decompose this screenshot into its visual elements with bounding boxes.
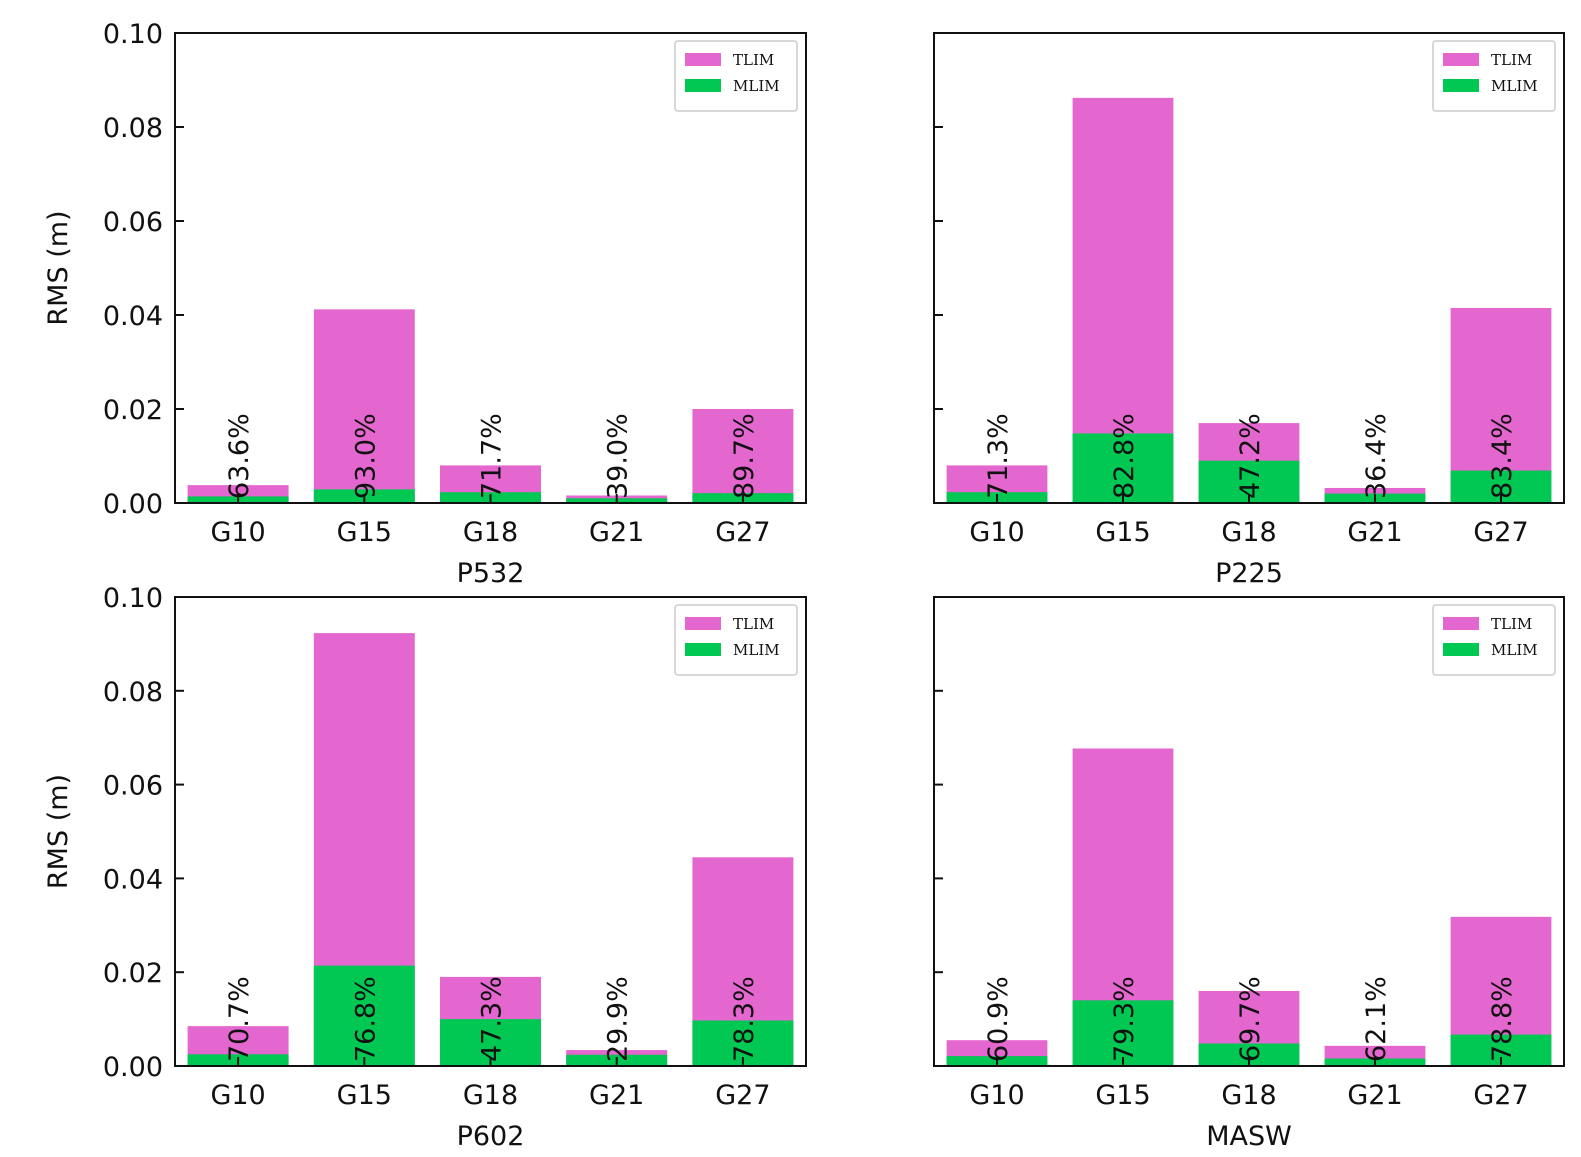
legend-swatch-mlim: [1443, 79, 1479, 92]
y-tick-label: 0.06: [103, 207, 163, 238]
legend-swatch-mlim: [685, 79, 721, 92]
x-tick-label-g27: G27: [1473, 517, 1528, 548]
y-tick-label: 0.04: [103, 864, 163, 895]
legend: TLIM MLIM: [1432, 40, 1556, 112]
legend-swatch-mlim: [1443, 643, 1479, 656]
y-tick-label: 0.10: [103, 19, 163, 50]
x-tick-label-g15: G15: [337, 1080, 392, 1111]
x-tick-label-g21: G21: [1347, 1080, 1402, 1111]
x-tick-label-g15: G15: [337, 517, 392, 548]
x-axis-title: MASW: [1206, 1121, 1292, 1152]
x-tick-label-g27: G27: [1473, 1080, 1528, 1111]
mlim-bar-g15: [313, 965, 415, 1066]
panel-0: 0.00 0.02 0.04 0.06 0.08 0.10 G10 G15 G18 G21 G27 P…: [43, 19, 807, 589]
x-tick-label-g21: G21: [589, 1080, 644, 1111]
legend-label-mlim: MLIM: [733, 77, 780, 95]
y-tick-label: 0.04: [103, 301, 163, 332]
percent-label-g27: 78.8%: [1487, 976, 1518, 1062]
mlim-bar-g15: [1072, 1000, 1174, 1066]
y-tick-label: 0.06: [103, 771, 163, 802]
y-tick-label: 0.00: [103, 1052, 163, 1083]
percent-label-g18: 47.2%: [1235, 413, 1266, 499]
legend-swatch-tlim: [685, 53, 721, 66]
legend-label-tlim: TLIM: [1491, 51, 1532, 69]
x-axis-title: P225: [1215, 558, 1283, 589]
y-tick-label: 0.10: [103, 583, 163, 614]
y-tick-label: 0.00: [103, 489, 163, 520]
percent-label-g21: 36.4%: [1361, 413, 1392, 499]
percent-label-g27: 83.4%: [1487, 413, 1518, 499]
percent-label-g21: 62.1%: [1361, 976, 1392, 1062]
y-tick-label: 0.02: [103, 958, 163, 989]
y-tick-label: 0.08: [103, 677, 163, 708]
legend-label-tlim: TLIM: [733, 51, 774, 69]
legend-label-mlim: MLIM: [733, 641, 780, 659]
x-tick-label-g10: G10: [969, 1080, 1024, 1111]
x-tick-label-g18: G18: [463, 1080, 518, 1111]
x-tick-label-g27: G27: [715, 1080, 770, 1111]
percent-label-g15: 79.3%: [1109, 976, 1140, 1062]
panel-1: G10 G15 G18 G21 G27 P225 71.3% 82.8% 47.2% 36.4% 8…: [933, 32, 1565, 589]
percent-label-g18: 71.7%: [477, 413, 508, 499]
percent-label-g15: 93.0%: [350, 413, 381, 499]
y-axis-title: RMS (m): [43, 210, 74, 325]
legend: TLIM MLIM: [674, 604, 798, 676]
x-axis-title: P532: [457, 558, 525, 589]
legend: TLIM MLIM: [1432, 604, 1556, 676]
legend-label-tlim: TLIM: [1491, 615, 1532, 633]
tlim-bar-g27: [692, 409, 794, 503]
x-tick-label-g21: G21: [589, 517, 644, 548]
legend-label-mlim: MLIM: [1491, 77, 1538, 95]
x-tick-label-g18: G18: [1221, 517, 1276, 548]
percent-label-g18: 69.7%: [1235, 976, 1266, 1062]
legend-swatch-tlim: [685, 617, 721, 630]
percent-label-g10: 63.6%: [224, 413, 255, 499]
percent-label-g21: 39.0%: [603, 413, 634, 499]
percent-label-g18: 47.3%: [477, 976, 508, 1062]
legend: TLIM MLIM: [674, 40, 798, 112]
tlim-bar-g27: [1450, 307, 1552, 503]
panel-2: 0.00 0.02 0.04 0.06 0.08 0.10 G10 G15 G18 G21 G27 P…: [43, 583, 807, 1152]
x-tick-label-g18: G18: [1221, 1080, 1276, 1111]
legend-label-tlim: TLIM: [733, 615, 774, 633]
x-tick-label-g21: G21: [1347, 517, 1402, 548]
x-tick-label-g27: G27: [715, 517, 770, 548]
percent-label-g21: 29.9%: [603, 976, 634, 1062]
percent-label-g15: 82.8%: [1109, 413, 1140, 499]
percent-label-g27: 78.3%: [729, 976, 760, 1062]
legend-swatch-mlim: [685, 643, 721, 656]
x-tick-label-g10: G10: [210, 517, 265, 548]
percent-label-g10: 60.9%: [983, 976, 1014, 1062]
panel-3: G10 G15 G18 G21 G27 MASW 60.9% 79.3% 69.7% 62.1% 7…: [933, 596, 1565, 1152]
y-tick-label: 0.08: [103, 113, 163, 144]
x-tick-label-g15: G15: [1095, 1080, 1150, 1111]
percent-label-g15: 76.8%: [350, 976, 381, 1062]
x-tick-label-g18: G18: [463, 517, 518, 548]
percent-label-g10: 71.3%: [983, 413, 1014, 499]
percent-label-g10: 70.7%: [224, 976, 255, 1062]
y-axis-title: RMS (m): [43, 774, 74, 889]
legend-swatch-tlim: [1443, 617, 1479, 630]
legend-label-mlim: MLIM: [1491, 641, 1538, 659]
mlim-bar-g15: [1072, 433, 1174, 503]
x-tick-label-g10: G10: [210, 1080, 265, 1111]
x-axis-title: P602: [457, 1121, 525, 1152]
percent-label-g27: 89.7%: [729, 413, 760, 499]
legend-swatch-tlim: [1443, 53, 1479, 66]
x-tick-label-g15: G15: [1095, 517, 1150, 548]
mlim-bar-g18: [1198, 1043, 1300, 1066]
x-tick-label-g10: G10: [969, 517, 1024, 548]
tlim-bar-g15: [313, 309, 415, 503]
y-tick-label: 0.02: [103, 395, 163, 426]
